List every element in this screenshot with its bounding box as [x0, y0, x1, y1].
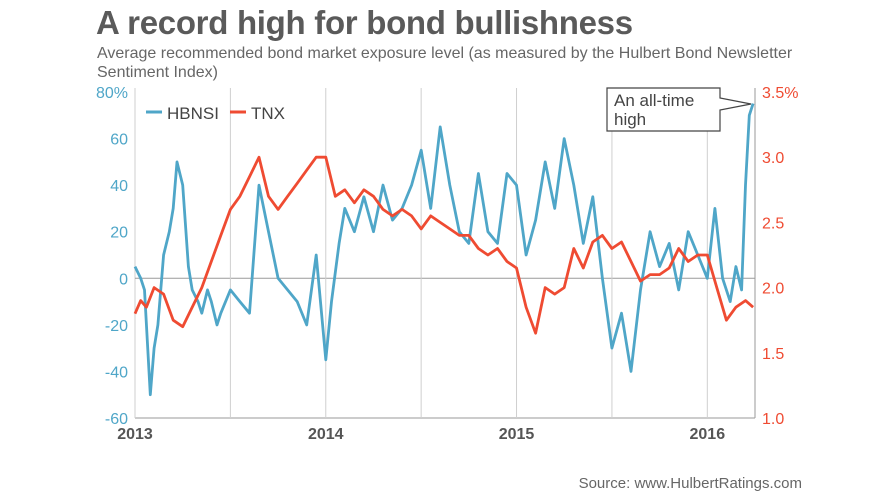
right-axis: 3.5% 3.0 2.5 2.0 1.5 1.0 [762, 85, 798, 428]
x-tick-label: 2015 [499, 426, 535, 443]
annotation-callout: An all-time high [606, 87, 752, 132]
y-right-tick-label: 3.5% [762, 85, 798, 102]
y-left-tick-label: 20 [110, 225, 128, 242]
y-right-tick-label: 2.5 [762, 215, 784, 232]
left-axis: 80% 60 40 20 0 -20 -40 -60 [96, 85, 128, 428]
legend-label-hbnsi: HBNSI [167, 104, 219, 123]
chart-grid [134, 88, 756, 419]
y-right-tick-label: 3.0 [762, 150, 784, 167]
page-title: A record high for bond bullishness [96, 4, 633, 41]
series-line-tnx [133, 155, 755, 335]
y-left-tick-label: -60 [105, 411, 128, 428]
legend-label-tnx: TNX [251, 104, 285, 123]
x-axis: 2013 2014 2015 2016 [117, 426, 725, 443]
source-note: Source: www.HulbertRatings.com [578, 475, 802, 492]
x-tick-label: 2014 [308, 426, 344, 443]
y-left-tick-label: -20 [105, 318, 128, 335]
y-left-tick-label: 0 [119, 271, 128, 288]
y-right-tick-label: 2.0 [762, 281, 784, 298]
y-right-tick-label: 1.5 [762, 346, 784, 363]
y-left-tick-label: 80% [96, 85, 128, 102]
x-tick-label: 2013 [117, 426, 153, 443]
y-left-tick-label: 60 [110, 132, 128, 149]
x-tick-label: 2016 [690, 426, 726, 443]
y-left-tick-label: -40 [105, 364, 128, 381]
y-left-tick-label: 40 [110, 178, 128, 195]
legend: HBNSI TNX [146, 104, 285, 123]
series-group [133, 103, 755, 397]
annotation-box [606, 87, 752, 132]
chart-subtitle: Average recommended bond market exposure… [97, 45, 793, 81]
y-right-tick-label: 1.0 [762, 411, 784, 428]
series-line-hbnsi [133, 103, 755, 397]
annotation-text: An all-time high [614, 91, 699, 129]
